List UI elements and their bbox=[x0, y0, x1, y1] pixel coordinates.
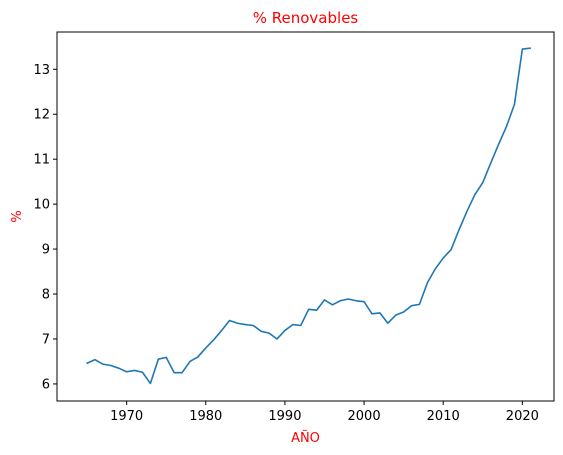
y-tick-label: 9 bbox=[42, 243, 50, 258]
y-axis-label: % bbox=[10, 210, 25, 222]
x-tick-label: 2000 bbox=[348, 409, 381, 424]
y-tick-label: 7 bbox=[42, 332, 50, 347]
x-axis-label: AÑO bbox=[291, 430, 320, 446]
y-tick-label: 10 bbox=[33, 198, 50, 213]
y-tick-label: 8 bbox=[42, 288, 50, 303]
x-axis-ticks: 1970 1980 1990 2000 2010 2020 bbox=[110, 401, 539, 424]
y-tick-label: 6 bbox=[42, 377, 50, 392]
series-line-renovables bbox=[86, 47, 532, 385]
y-tick-label: 11 bbox=[33, 153, 50, 168]
x-tick-label: 1990 bbox=[268, 409, 301, 424]
x-tick-label: 2020 bbox=[506, 409, 539, 424]
x-tick-label: 1970 bbox=[110, 409, 143, 424]
y-tick-label: 13 bbox=[33, 63, 50, 78]
chart-title: % Renovables bbox=[253, 9, 359, 27]
x-tick-label: 2010 bbox=[427, 409, 460, 424]
y-tick-label: 12 bbox=[33, 108, 50, 123]
x-tick-label: 1980 bbox=[189, 409, 222, 424]
axes-frame bbox=[56, 31, 555, 402]
y-axis-ticks: 6 7 8 9 10 11 12 13 bbox=[33, 63, 57, 392]
